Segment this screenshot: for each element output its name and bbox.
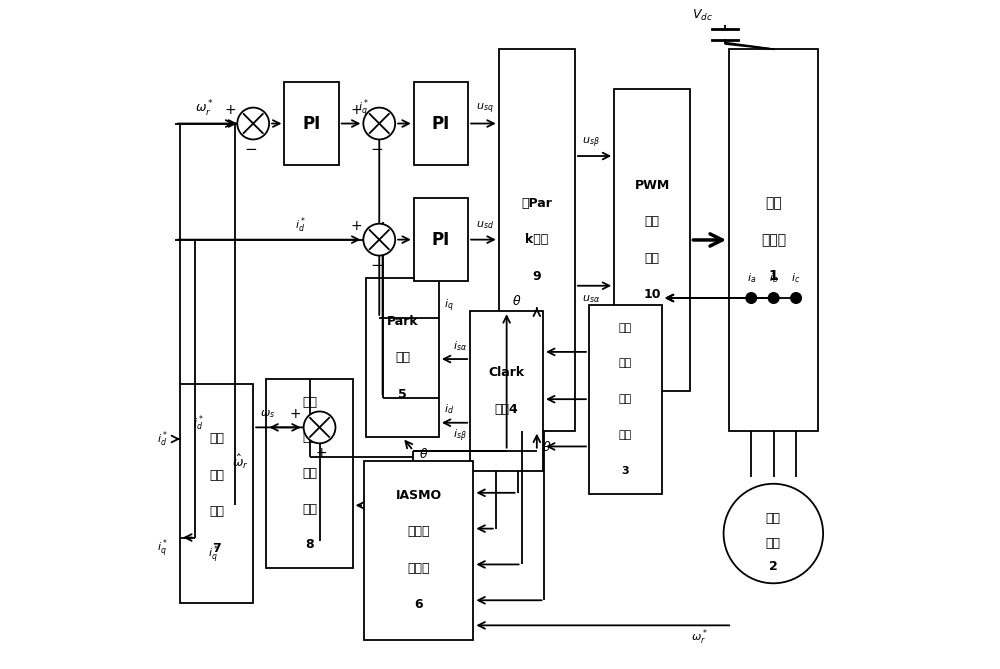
Text: $u_{sd}$: $u_{sd}$ bbox=[476, 219, 494, 231]
Text: 电机: 电机 bbox=[766, 537, 781, 550]
Text: $V_{dc}$: $V_{dc}$ bbox=[692, 9, 713, 23]
Text: 5: 5 bbox=[398, 388, 407, 401]
Circle shape bbox=[363, 108, 395, 139]
Text: 模块: 模块 bbox=[302, 502, 317, 516]
Text: 7: 7 bbox=[212, 542, 221, 555]
Text: 模块: 模块 bbox=[645, 252, 660, 265]
Bar bbox=[614, 89, 690, 391]
Bar bbox=[364, 460, 473, 640]
Text: 检测: 检测 bbox=[619, 394, 632, 404]
Text: +: + bbox=[315, 446, 327, 460]
Text: −: − bbox=[370, 142, 383, 157]
Text: $\theta$: $\theta$ bbox=[419, 447, 428, 461]
Text: −: − bbox=[370, 258, 383, 273]
Text: $i_d^*$: $i_d^*$ bbox=[193, 414, 204, 434]
Bar bbox=[180, 384, 253, 603]
Text: 旋转: 旋转 bbox=[302, 395, 317, 409]
Text: 8: 8 bbox=[305, 539, 314, 551]
Text: −: − bbox=[244, 142, 257, 157]
Text: 三相: 三相 bbox=[765, 197, 782, 211]
Bar bbox=[266, 379, 353, 568]
Text: $\omega_s$: $\omega_s$ bbox=[260, 408, 275, 420]
Circle shape bbox=[237, 108, 269, 139]
Text: Clark: Clark bbox=[489, 366, 525, 379]
Text: 计算: 计算 bbox=[302, 467, 317, 480]
Bar bbox=[414, 82, 468, 165]
Text: $i_d$: $i_d$ bbox=[444, 403, 454, 416]
Text: PI: PI bbox=[432, 115, 450, 133]
Text: PI: PI bbox=[432, 231, 450, 249]
Circle shape bbox=[304, 411, 335, 444]
Text: 逆变器: 逆变器 bbox=[761, 233, 786, 247]
Text: 9: 9 bbox=[533, 270, 541, 283]
Text: 信号: 信号 bbox=[619, 359, 632, 369]
Circle shape bbox=[768, 293, 779, 303]
Text: 6: 6 bbox=[414, 598, 423, 611]
Text: $i_d^*$: $i_d^*$ bbox=[295, 215, 306, 235]
Text: $\hat{\omega}_r$: $\hat{\omega}_r$ bbox=[232, 453, 248, 471]
Text: $i_c$: $i_c$ bbox=[791, 271, 801, 285]
Text: 10: 10 bbox=[644, 288, 661, 301]
Text: 电流: 电流 bbox=[619, 323, 632, 333]
Text: $\theta$: $\theta$ bbox=[542, 440, 551, 454]
Bar bbox=[729, 50, 818, 431]
Text: +: + bbox=[351, 103, 363, 117]
Text: k变换: k变换 bbox=[525, 233, 548, 246]
Text: 变换: 变换 bbox=[395, 351, 410, 364]
Circle shape bbox=[746, 293, 757, 303]
Text: 3: 3 bbox=[622, 466, 629, 476]
Bar bbox=[414, 199, 468, 282]
Text: $i_{s\beta}$: $i_{s\beta}$ bbox=[453, 427, 467, 444]
Circle shape bbox=[363, 223, 395, 256]
Text: 2: 2 bbox=[769, 560, 778, 573]
Text: $i_d^*$: $i_d^*$ bbox=[157, 429, 168, 449]
Text: 变换4: 变换4 bbox=[495, 403, 519, 415]
Bar bbox=[470, 311, 543, 470]
Text: $i_a$: $i_a$ bbox=[747, 271, 756, 285]
Text: +: + bbox=[290, 407, 301, 421]
Text: 计算: 计算 bbox=[209, 469, 224, 482]
Text: +: + bbox=[225, 103, 236, 117]
Text: $\theta$: $\theta$ bbox=[512, 294, 521, 308]
Text: 1: 1 bbox=[769, 270, 779, 284]
Text: $i_b$: $i_b$ bbox=[769, 271, 778, 285]
Text: $i_q^*$: $i_q^*$ bbox=[358, 98, 369, 120]
Text: $i_q^*$: $i_q^*$ bbox=[157, 537, 168, 559]
Text: $u_{s\alpha}$: $u_{s\alpha}$ bbox=[582, 293, 600, 305]
Circle shape bbox=[724, 484, 823, 583]
Text: 反Par: 反Par bbox=[521, 197, 552, 210]
Text: $u_{sq}$: $u_{sq}$ bbox=[476, 102, 494, 116]
Text: $u_{s\beta}$: $u_{s\beta}$ bbox=[582, 136, 599, 150]
Text: $\omega_r^*$: $\omega_r^*$ bbox=[195, 99, 214, 119]
Text: $\omega_r^*$: $\omega_r^*$ bbox=[691, 628, 708, 647]
Circle shape bbox=[791, 293, 801, 303]
Bar bbox=[589, 304, 662, 494]
Text: IASMO: IASMO bbox=[396, 489, 442, 502]
Text: 角度: 角度 bbox=[302, 432, 317, 444]
Bar bbox=[284, 82, 339, 165]
Text: 电路: 电路 bbox=[619, 430, 632, 440]
Bar bbox=[366, 278, 439, 438]
Text: 转差: 转差 bbox=[209, 432, 224, 446]
Text: Park: Park bbox=[387, 314, 418, 328]
Text: PWM: PWM bbox=[635, 179, 670, 192]
Text: +: + bbox=[351, 219, 363, 233]
Text: 发生: 发生 bbox=[645, 215, 660, 228]
Text: 模块: 模块 bbox=[209, 506, 224, 518]
Text: PI: PI bbox=[302, 115, 321, 133]
Text: 转速估: 转速估 bbox=[407, 525, 430, 539]
Bar bbox=[499, 50, 575, 431]
Text: $i_q^*$: $i_q^*$ bbox=[208, 544, 219, 566]
Text: 计模块: 计模块 bbox=[407, 562, 430, 575]
Text: 异步: 异步 bbox=[766, 512, 781, 525]
Text: $i_{s\alpha}$: $i_{s\alpha}$ bbox=[453, 339, 467, 353]
Text: $i_q$: $i_q$ bbox=[444, 298, 454, 314]
